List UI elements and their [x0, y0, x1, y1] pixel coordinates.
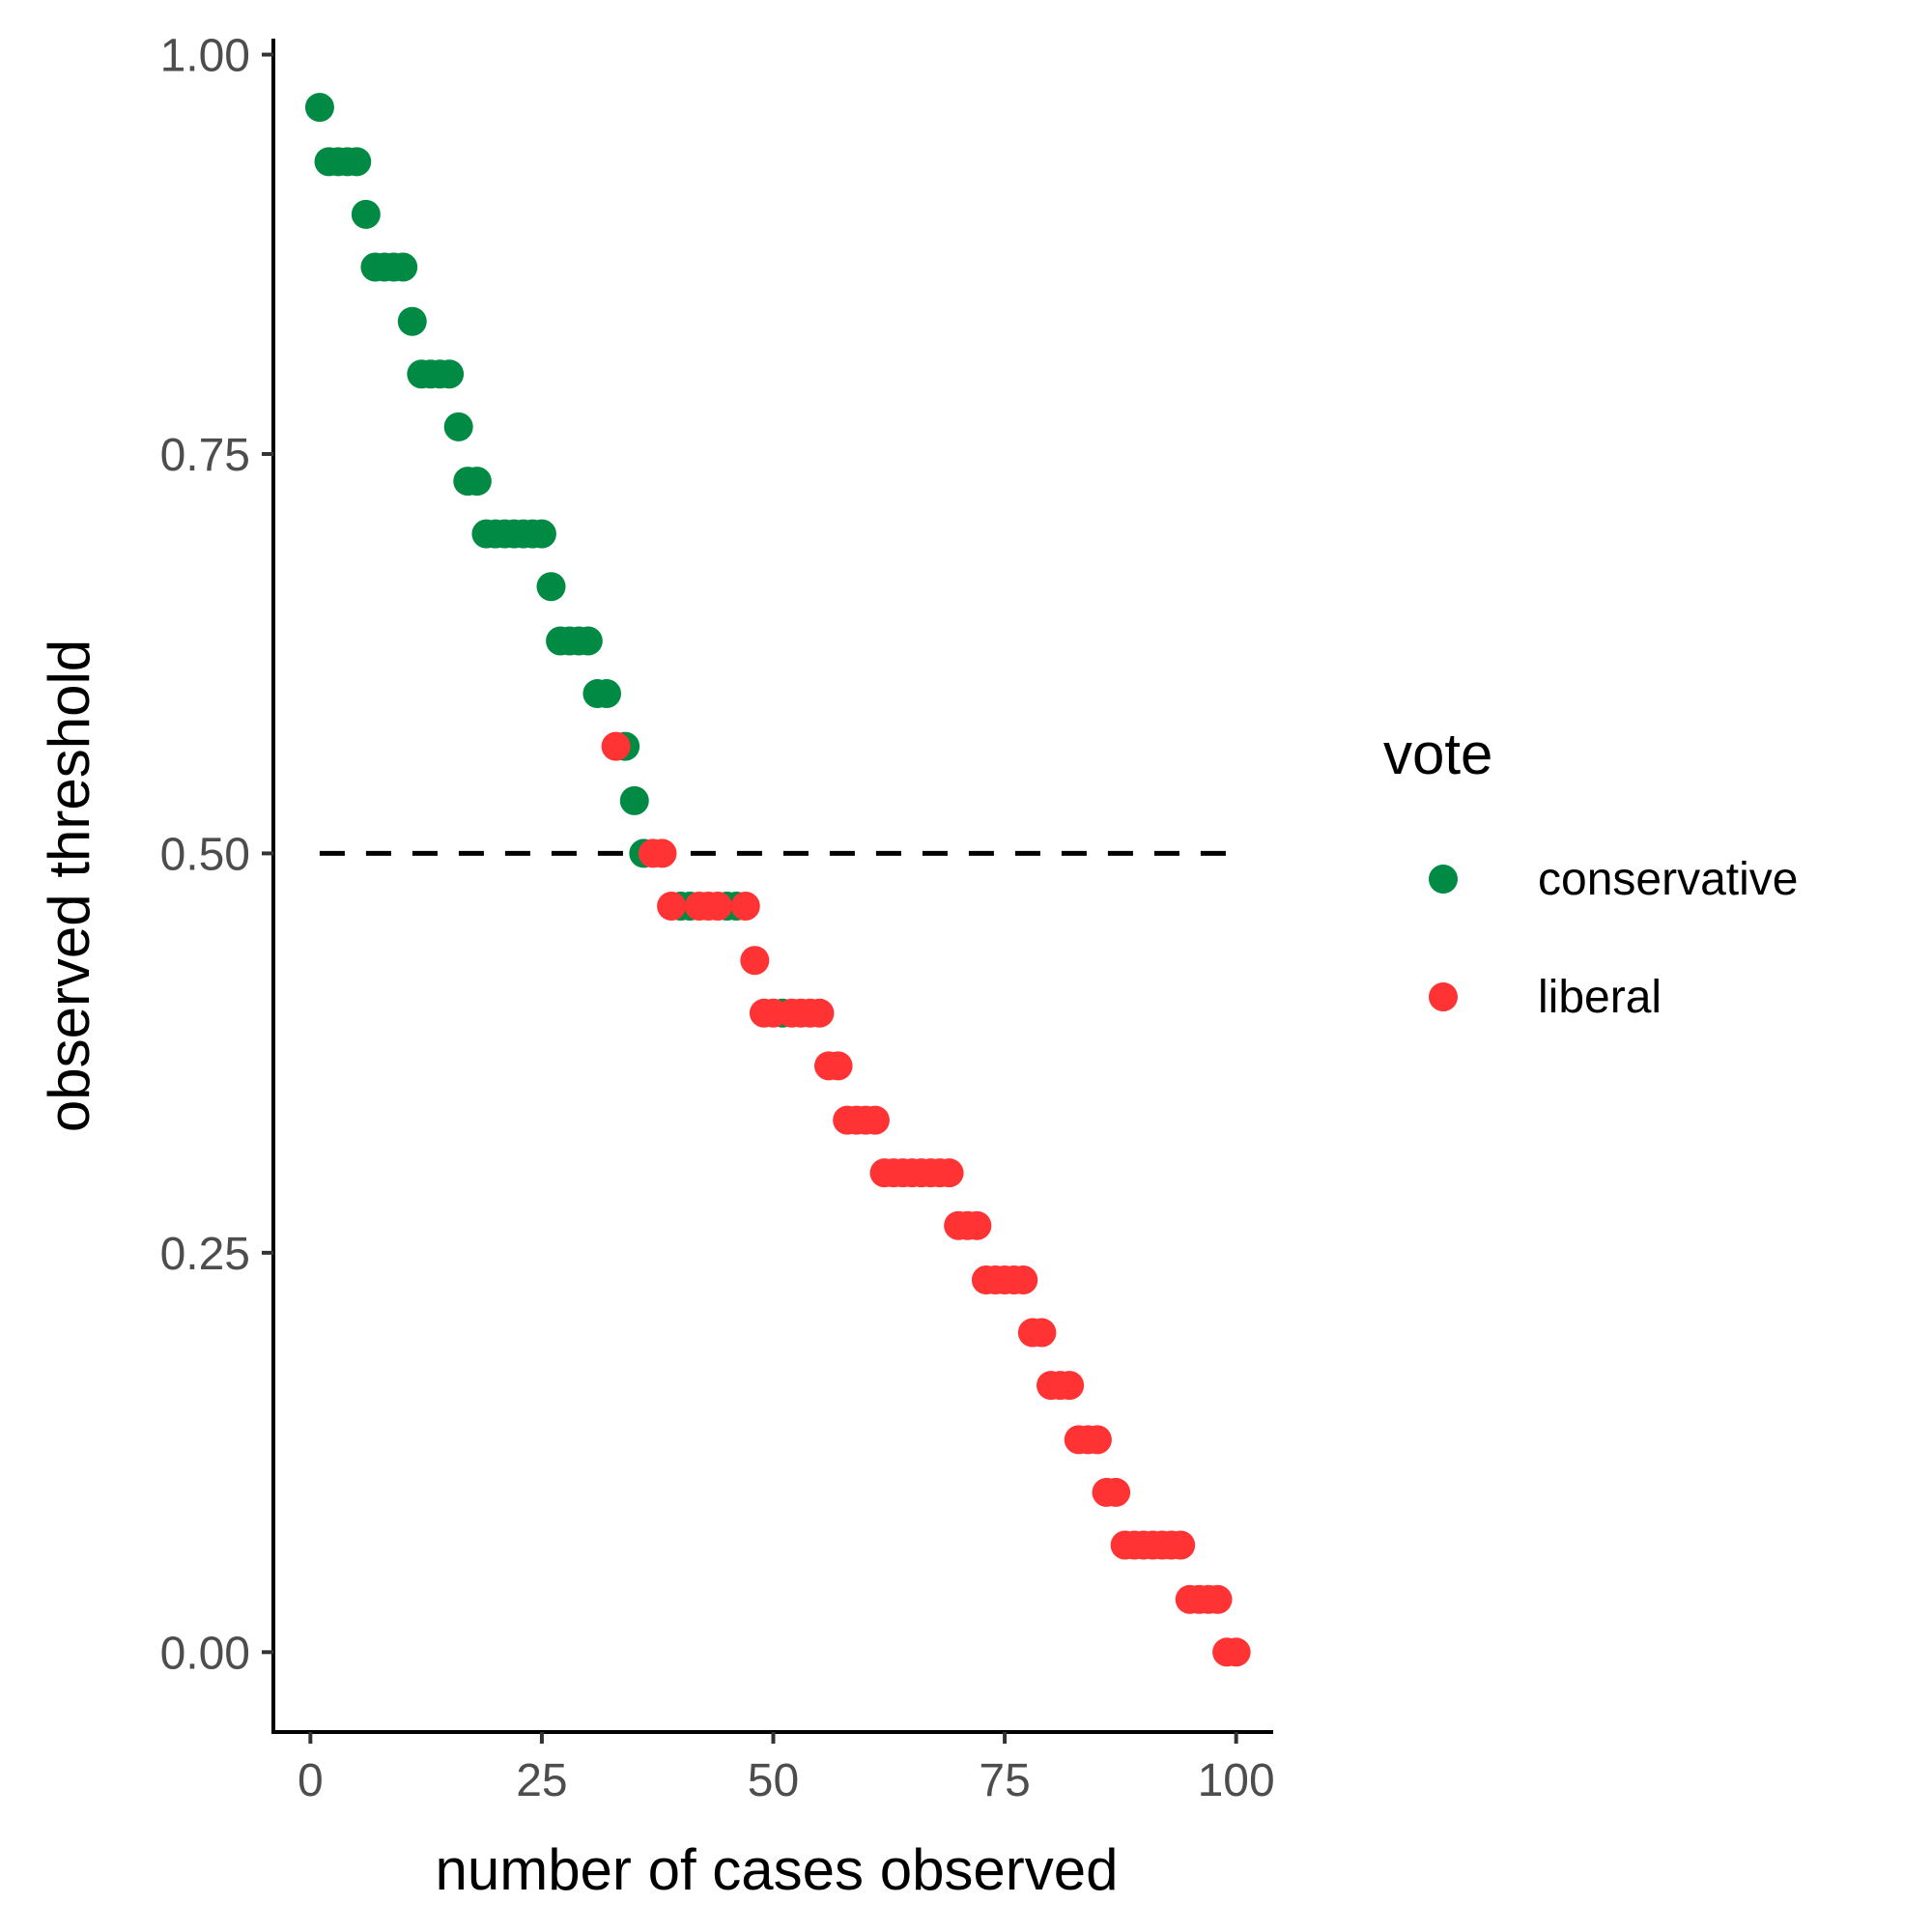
y-tick-label-1: 1.00 — [160, 31, 250, 82]
y-axis-title: observed threshold — [37, 639, 101, 1132]
points-layer — [304, 93, 1251, 1667]
x-tick-label-75: 75 — [979, 1755, 1030, 1806]
point-liberal-33 — [601, 731, 631, 761]
x-axis-title: number of cases observed — [435, 1837, 1118, 1902]
point-conservative-25 — [526, 519, 556, 549]
x-tick-label-0: 0 — [298, 1755, 324, 1806]
point-liberal-48 — [740, 946, 770, 976]
point-liberal-38 — [647, 838, 677, 868]
ticks-layer: 0 25 50 75 100 0.00 0.25 0.50 0.75 1.00 — [160, 31, 1275, 1806]
point-liberal-44 — [703, 891, 732, 921]
point-liberal-57 — [823, 1051, 853, 1081]
point-liberal-69 — [934, 1158, 964, 1188]
point-conservative-10 — [388, 252, 418, 282]
point-conservative-1 — [304, 93, 334, 123]
point-liberal-61 — [860, 1105, 890, 1135]
point-liberal-55 — [805, 998, 835, 1028]
point-liberal-39 — [657, 891, 687, 921]
point-conservative-16 — [443, 412, 473, 441]
legend-label-conservative: conservative — [1538, 854, 1798, 905]
point-conservative-30 — [573, 626, 603, 656]
legend-swatch-conservative — [1429, 865, 1458, 894]
point-liberal-100 — [1221, 1637, 1251, 1667]
x-tick-label-25: 25 — [516, 1755, 567, 1806]
y-tick-label-0.25: 0.25 — [160, 1229, 250, 1280]
point-liberal-72 — [962, 1210, 992, 1240]
x-tick-label-100: 100 — [1198, 1755, 1275, 1806]
legend-swatch-liberal — [1429, 982, 1458, 1011]
x-tick-label-50: 50 — [748, 1755, 799, 1806]
legend: vote conservative liberal — [1383, 722, 1798, 1023]
point-conservative-26 — [536, 572, 566, 602]
point-conservative-6 — [351, 199, 381, 229]
point-liberal-85 — [1082, 1425, 1112, 1455]
point-conservative-11 — [397, 306, 427, 336]
point-liberal-47 — [730, 891, 760, 921]
point-conservative-35 — [619, 785, 649, 815]
point-liberal-77 — [1009, 1264, 1038, 1294]
y-tick-label-0: 0.00 — [160, 1628, 250, 1679]
point-conservative-15 — [435, 359, 465, 389]
y-tick-label-0.5: 0.50 — [160, 829, 250, 880]
point-liberal-94 — [1166, 1530, 1196, 1560]
point-liberal-82 — [1055, 1371, 1085, 1401]
axes-layer — [271, 39, 1273, 1734]
point-liberal-87 — [1101, 1477, 1131, 1507]
point-liberal-79 — [1027, 1318, 1057, 1348]
point-liberal-98 — [1203, 1584, 1233, 1614]
legend-title: vote — [1383, 722, 1492, 786]
point-conservative-18 — [462, 467, 492, 497]
point-conservative-32 — [592, 679, 621, 709]
legend-label-liberal: liberal — [1538, 972, 1662, 1023]
y-tick-label-0.75: 0.75 — [160, 430, 250, 481]
point-conservative-5 — [342, 147, 372, 177]
